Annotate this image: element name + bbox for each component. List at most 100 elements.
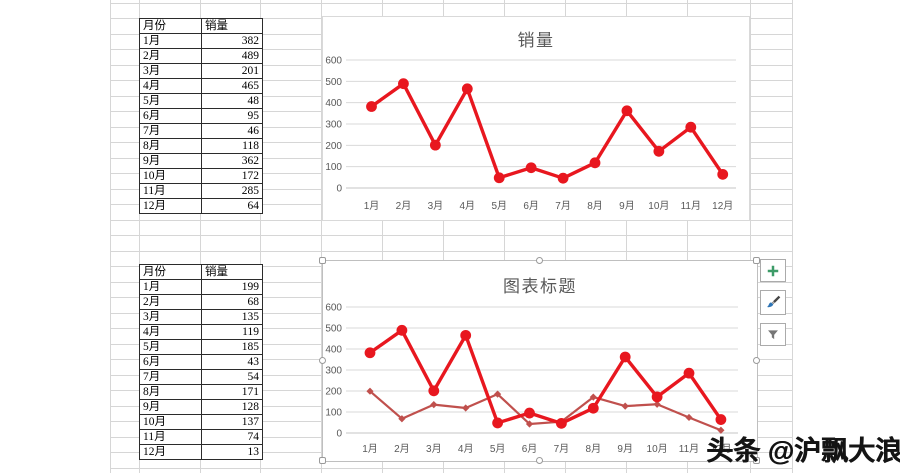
month-cell[interactable]: 3月 [139,63,202,79]
data-point-marker[interactable] [493,172,505,184]
value-cell[interactable]: 54 [201,369,263,385]
data-point-marker[interactable] [364,347,376,359]
month-cell[interactable]: 2月 [139,48,202,64]
value-cell[interactable]: 489 [201,48,263,64]
value-cell[interactable]: 135 [201,309,263,325]
data-point-marker[interactable] [428,385,440,397]
data-point-marker[interactable] [430,401,438,409]
month-cell[interactable]: 11月 [139,183,202,199]
month-cell[interactable]: 10月 [139,168,202,184]
chart-with-two-series-selected[interactable]: 0 100 200 300 400 500 600 1月 2月 3月 4月 5月 6月 7月 8月 9月 10月… [319,257,760,464]
month-cell[interactable]: 1月 [139,33,202,49]
month-cell[interactable]: 3月 [139,309,202,325]
data-point-marker[interactable] [525,162,537,174]
column-header[interactable]: 销量 [201,264,263,280]
selection-handle[interactable] [319,257,326,264]
value-cell[interactable]: 118 [201,138,263,154]
month-cell[interactable]: 11月 [139,429,202,445]
selection-handle[interactable] [319,457,326,464]
month-cell[interactable]: 7月 [139,369,202,385]
series-line[interactable] [369,81,725,180]
data-point-marker[interactable] [651,391,663,403]
data-point-marker[interactable] [366,101,377,112]
month-cell[interactable]: 4月 [139,78,202,94]
data-point-marker[interactable] [366,387,374,395]
month-cell[interactable]: 9月 [139,399,202,415]
month-cell[interactable]: 5月 [139,93,202,109]
selection-handle[interactable] [319,357,326,364]
month-cell[interactable]: 6月 [139,108,202,124]
value-cell[interactable]: 285 [201,183,263,199]
value-cell[interactable]: 172 [201,168,263,184]
month-cell[interactable]: 5月 [139,339,202,355]
column-header[interactable]: 销量 [201,18,263,34]
value-cell[interactable]: 48 [201,93,263,109]
data-point-marker[interactable] [621,105,633,117]
value-cell[interactable]: 171 [201,384,263,400]
value-cell[interactable]: 128 [201,399,263,415]
selection-handle[interactable] [753,257,760,264]
data-point-marker[interactable] [683,367,695,379]
value-cell[interactable]: 43 [201,354,263,370]
data-point-marker[interactable] [429,139,441,151]
sales-table-2[interactable]: 月份 销量 1月 199 2月 68 3月 135 4月 119 5月 185 6月 43 7月 54 8月 17… [139,264,263,460]
data-point-marker[interactable] [398,78,409,90]
data-point-marker[interactable] [717,426,725,434]
data-point-marker[interactable] [525,420,534,428]
chart-filters-button[interactable] [760,323,786,346]
data-point-marker[interactable] [653,400,661,408]
chart-elements-button[interactable] [760,259,786,282]
value-cell[interactable]: 382 [201,33,263,49]
data-point-marker[interactable] [556,417,567,429]
data-point-marker[interactable] [621,402,629,410]
data-point-marker[interactable] [461,83,473,95]
data-point-marker[interactable] [462,404,470,412]
data-point-marker[interactable] [653,145,665,157]
value-cell[interactable]: 185 [201,339,263,355]
selection-handle[interactable] [536,257,543,264]
value-cell[interactable]: 46 [201,123,263,139]
data-point-marker[interactable] [685,413,693,422]
data-point-marker[interactable] [524,407,535,419]
month-cell[interactable]: 6月 [139,354,202,370]
data-point-marker[interactable] [587,402,599,414]
series-line[interactable] [368,390,722,432]
value-cell[interactable]: 13 [201,444,263,460]
value-cell[interactable]: 362 [201,153,263,169]
chart-styles-button[interactable] [760,290,786,315]
data-point-marker[interactable] [619,351,631,363]
month-cell[interactable]: 12月 [139,198,202,214]
selection-handle[interactable] [753,357,760,364]
sales-chart-top[interactable]: 0 100 200 300 400 500 600 1月 2月 3月 4月 5月 6月 7月 8月 9月 10月… [322,16,750,221]
value-cell[interactable]: 137 [201,414,263,430]
data-point-marker[interactable] [492,417,503,429]
value-cell[interactable]: 74 [201,429,263,445]
month-cell[interactable]: 4月 [139,324,202,340]
month-cell[interactable]: 8月 [139,384,202,400]
data-point-marker[interactable] [460,329,472,341]
value-cell[interactable]: 465 [201,78,263,94]
data-point-marker[interactable] [685,121,697,133]
value-cell[interactable]: 199 [201,279,263,295]
value-cell[interactable]: 68 [201,294,263,310]
data-point-marker[interactable] [396,324,408,336]
month-cell[interactable]: 10月 [139,414,202,430]
month-cell[interactable]: 12月 [139,444,202,460]
value-cell[interactable]: 201 [201,63,263,79]
month-cell[interactable]: 9月 [139,153,202,169]
month-cell[interactable]: 7月 [139,123,202,139]
data-point-marker[interactable] [715,414,727,425]
column-header[interactable]: 月份 [139,264,202,280]
data-point-marker[interactable] [557,172,569,184]
selection-handle[interactable] [536,457,543,464]
sales-table-1[interactable]: 月份 销量 1月 382 2月 489 3月 201 4月 465 5月 48 6月 95 7月 46 8月 11… [139,18,263,214]
series-line[interactable] [368,328,723,426]
data-point-marker[interactable] [589,157,601,169]
selection-handle[interactable] [753,457,760,464]
data-point-marker[interactable] [717,168,729,180]
value-cell[interactable]: 64 [201,198,263,214]
month-cell[interactable]: 8月 [139,138,202,154]
month-cell[interactable]: 1月 [139,279,202,295]
column-header[interactable]: 月份 [139,18,202,34]
value-cell[interactable]: 119 [201,324,263,340]
